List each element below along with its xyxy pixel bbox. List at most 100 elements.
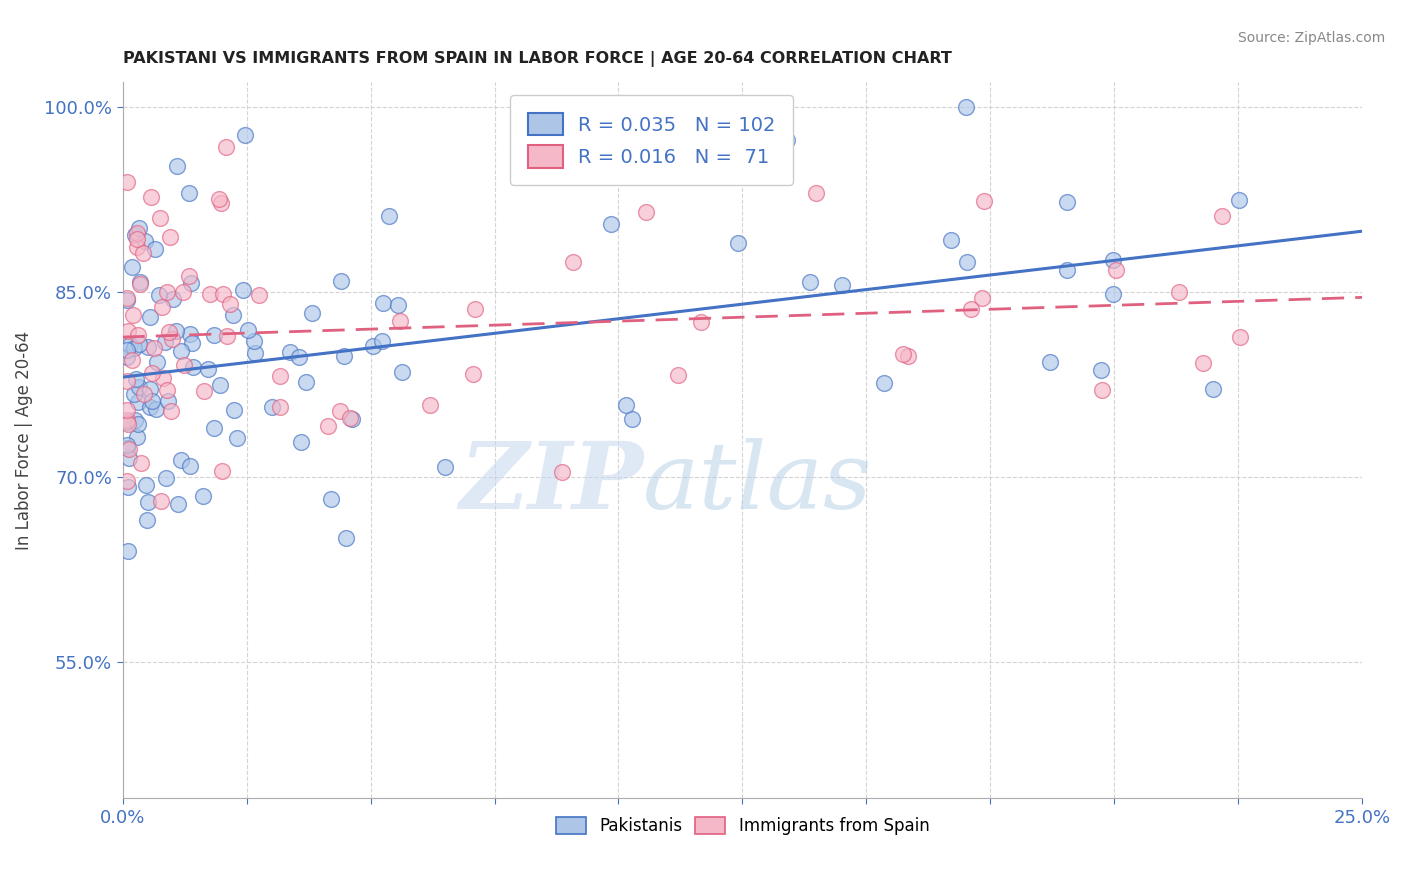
Point: [301, 306, 323, 320]
Point: [117, 412, 139, 426]
Point: [117, 543, 139, 558]
Point: [222, 403, 245, 417]
Point: [179, 327, 201, 342]
Point: [170, 453, 193, 467]
Point: [226, 431, 249, 445]
Point: [316, 418, 339, 433]
Point: [117, 417, 139, 432]
Point: [157, 325, 180, 339]
Point: [621, 412, 644, 426]
Point: [288, 350, 311, 364]
Point: [128, 380, 150, 394]
Point: [221, 309, 243, 323]
Point: [378, 209, 401, 223]
Point: [122, 341, 145, 355]
Point: [245, 345, 267, 359]
Point: [891, 347, 914, 361]
Point: [139, 310, 162, 324]
Point: [138, 401, 160, 415]
Point: [340, 412, 363, 426]
Point: [243, 334, 266, 348]
Point: [179, 458, 201, 473]
Point: [433, 460, 456, 475]
Point: [117, 343, 139, 357]
Point: [127, 328, 149, 343]
Point: [117, 292, 139, 306]
Point: [599, 217, 621, 231]
Point: [873, 376, 896, 390]
Point: [143, 341, 166, 355]
Point: [1038, 355, 1060, 369]
Point: [371, 334, 394, 349]
Point: [198, 286, 221, 301]
Point: [551, 466, 574, 480]
Point: [150, 300, 173, 314]
Point: [215, 140, 238, 154]
Point: [202, 327, 225, 342]
Point: [122, 387, 145, 401]
Point: [727, 236, 749, 251]
Point: [136, 513, 159, 527]
Point: [122, 309, 145, 323]
Point: [269, 400, 291, 414]
Point: [361, 339, 384, 353]
Point: [118, 450, 141, 465]
Point: [209, 195, 232, 210]
Point: [177, 269, 200, 284]
Text: Source: ZipAtlas.com: Source: ZipAtlas.com: [1237, 31, 1385, 45]
Point: [117, 441, 139, 455]
Point: [329, 275, 352, 289]
Point: [141, 366, 163, 380]
Point: [150, 493, 173, 508]
Point: [1211, 209, 1233, 223]
Point: [121, 353, 143, 368]
Point: [167, 497, 190, 511]
Point: [806, 186, 828, 201]
Point: [153, 335, 176, 350]
Point: [329, 403, 352, 417]
Point: [121, 260, 143, 274]
Point: [339, 411, 361, 425]
Point: [141, 393, 163, 408]
Point: [278, 345, 301, 359]
Point: [634, 205, 657, 219]
Point: [117, 293, 139, 307]
Point: [162, 293, 184, 307]
Point: [180, 276, 202, 290]
Point: [799, 275, 821, 289]
Point: [651, 146, 673, 161]
Point: [1056, 262, 1078, 277]
Point: [170, 344, 193, 359]
Point: [134, 235, 156, 249]
Point: [160, 332, 183, 346]
Point: [209, 378, 232, 392]
Point: [1227, 193, 1250, 207]
Point: [159, 404, 181, 418]
Point: [262, 400, 284, 414]
Point: [387, 298, 409, 312]
Point: [463, 367, 485, 381]
Point: [373, 296, 395, 310]
Point: [211, 464, 233, 478]
Point: [125, 232, 148, 246]
Point: [689, 315, 711, 329]
Point: [117, 442, 139, 456]
Point: [117, 175, 139, 189]
Point: [269, 368, 291, 383]
Text: PAKISTANI VS IMMIGRANTS FROM SPAIN IN LABOR FORCE | AGE 20-64 CORRELATION CHART: PAKISTANI VS IMMIGRANTS FROM SPAIN IN LA…: [122, 51, 952, 67]
Point: [125, 240, 148, 254]
Point: [1090, 363, 1112, 377]
Point: [128, 277, 150, 291]
Point: [561, 255, 583, 269]
Point: [970, 291, 993, 305]
Point: [1101, 287, 1123, 301]
Point: [125, 372, 148, 386]
Point: [419, 398, 441, 412]
Point: [391, 365, 413, 379]
Point: [139, 189, 162, 203]
Text: ZIP: ZIP: [458, 438, 644, 528]
Point: [129, 275, 152, 289]
Point: [156, 285, 179, 300]
Point: [666, 368, 689, 383]
Point: [955, 100, 977, 114]
